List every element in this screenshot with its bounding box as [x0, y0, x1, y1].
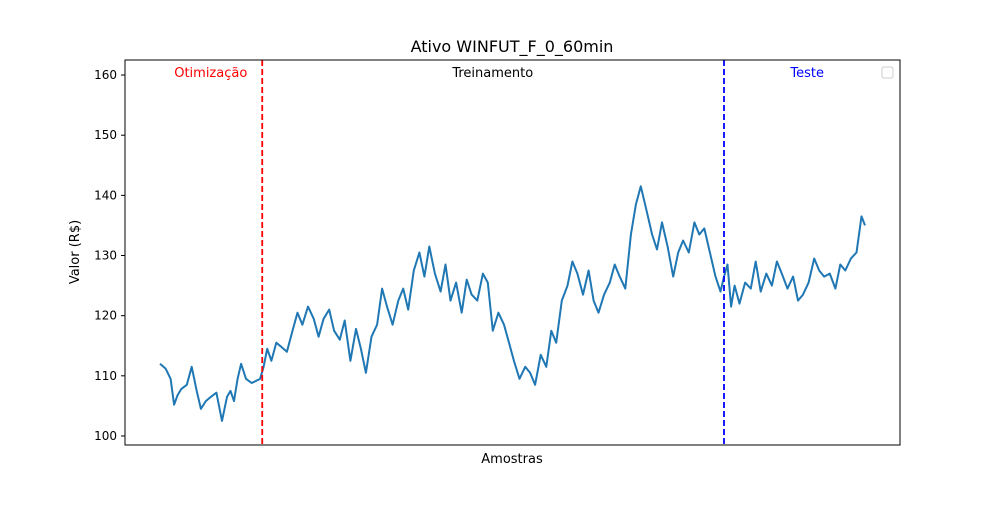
plot-area: 100 110 120 130 140 150 160 Otimização Treinamen…: [94, 59, 901, 446]
y-tick-label: 160: [94, 68, 117, 82]
y-axis-label: Valor (R$): [68, 220, 83, 284]
y-tick-label: 130: [94, 249, 117, 263]
y-tick-label: 150: [94, 128, 117, 142]
series-line: [159, 185, 866, 422]
x-axis-label: Amostras: [481, 452, 543, 467]
y-tick-label: 120: [94, 309, 117, 323]
y-tick-label: 140: [94, 188, 117, 202]
chart-title: Ativo WINFUT_F_0_60min: [411, 37, 614, 57]
y-tick-label: 110: [94, 369, 117, 383]
axes-frame: [124, 59, 901, 446]
region-label-otimizacao: Otimização: [174, 66, 247, 81]
region-label-teste: Teste: [789, 66, 824, 81]
legend-box: [881, 66, 894, 79]
region-label-treinamento: Treinamento: [451, 66, 533, 81]
y-tick-label: 100: [94, 429, 117, 443]
